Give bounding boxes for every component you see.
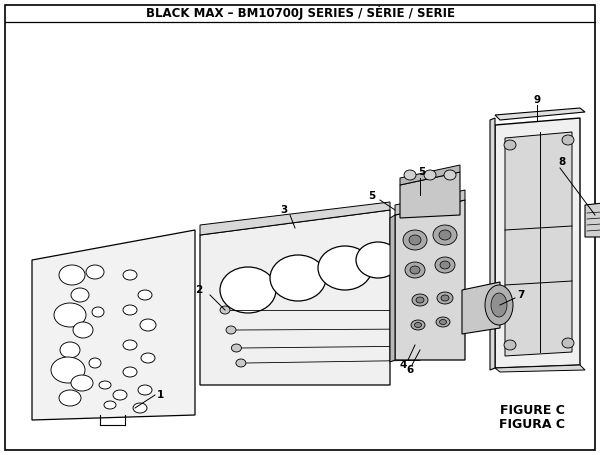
Ellipse shape (138, 385, 152, 395)
Ellipse shape (138, 290, 152, 300)
Text: 8: 8 (558, 157, 565, 167)
Ellipse shape (504, 340, 516, 350)
Ellipse shape (99, 381, 111, 389)
Ellipse shape (236, 359, 246, 367)
Polygon shape (495, 365, 585, 372)
Ellipse shape (415, 323, 421, 328)
Polygon shape (585, 203, 600, 237)
Text: 5: 5 (368, 191, 375, 201)
Ellipse shape (232, 344, 241, 352)
Ellipse shape (51, 357, 85, 383)
Ellipse shape (123, 270, 137, 280)
Ellipse shape (441, 295, 449, 301)
Ellipse shape (356, 242, 400, 278)
Ellipse shape (59, 390, 81, 406)
Polygon shape (495, 108, 585, 120)
Text: 1: 1 (157, 390, 164, 400)
Text: 2: 2 (195, 285, 202, 295)
Ellipse shape (440, 261, 450, 269)
Text: 6: 6 (406, 365, 413, 375)
Ellipse shape (410, 266, 420, 274)
Ellipse shape (71, 288, 89, 302)
Polygon shape (490, 118, 495, 370)
Ellipse shape (437, 292, 453, 304)
Text: 9: 9 (533, 95, 540, 105)
Ellipse shape (562, 135, 574, 145)
Polygon shape (400, 165, 460, 185)
Text: BLACK MAX – BM10700J SERIES / SÉRIE / SERIE: BLACK MAX – BM10700J SERIES / SÉRIE / SE… (146, 6, 455, 20)
Ellipse shape (403, 230, 427, 250)
Ellipse shape (433, 225, 457, 245)
Polygon shape (390, 215, 395, 362)
Ellipse shape (220, 267, 276, 313)
Text: 7: 7 (517, 290, 524, 300)
Ellipse shape (439, 230, 451, 240)
Ellipse shape (73, 322, 93, 338)
Ellipse shape (123, 340, 137, 350)
Ellipse shape (436, 317, 450, 327)
Ellipse shape (54, 303, 86, 327)
Ellipse shape (123, 305, 137, 315)
Ellipse shape (86, 265, 104, 279)
Ellipse shape (485, 285, 513, 325)
Text: FIGURA C: FIGURA C (499, 419, 565, 431)
Ellipse shape (491, 293, 507, 317)
Ellipse shape (133, 403, 147, 413)
Ellipse shape (412, 294, 428, 306)
Ellipse shape (92, 307, 104, 317)
Ellipse shape (226, 326, 236, 334)
Ellipse shape (60, 342, 80, 358)
Ellipse shape (270, 255, 326, 301)
Ellipse shape (123, 367, 137, 377)
Ellipse shape (435, 257, 455, 273)
Ellipse shape (404, 170, 416, 180)
Text: 3: 3 (280, 205, 287, 215)
Ellipse shape (416, 297, 424, 303)
Ellipse shape (141, 353, 155, 363)
Ellipse shape (424, 170, 436, 180)
Ellipse shape (104, 401, 116, 409)
Polygon shape (32, 230, 195, 420)
Text: 5: 5 (418, 167, 425, 177)
Polygon shape (495, 118, 580, 368)
Ellipse shape (89, 358, 101, 368)
Ellipse shape (439, 319, 446, 324)
Ellipse shape (409, 235, 421, 245)
Ellipse shape (113, 390, 127, 400)
Ellipse shape (71, 375, 93, 391)
Ellipse shape (411, 320, 425, 330)
Ellipse shape (405, 262, 425, 278)
Polygon shape (395, 190, 465, 215)
Ellipse shape (59, 265, 85, 285)
Text: FIGURE C: FIGURE C (500, 404, 565, 416)
Ellipse shape (220, 306, 230, 314)
Ellipse shape (318, 246, 372, 290)
Polygon shape (462, 282, 500, 334)
Polygon shape (200, 210, 390, 385)
Polygon shape (395, 200, 465, 360)
Ellipse shape (562, 338, 574, 348)
Text: 4: 4 (400, 360, 407, 370)
Ellipse shape (140, 319, 156, 331)
Polygon shape (200, 202, 390, 235)
Ellipse shape (444, 170, 456, 180)
Polygon shape (505, 132, 572, 356)
Ellipse shape (504, 140, 516, 150)
Polygon shape (400, 172, 460, 218)
